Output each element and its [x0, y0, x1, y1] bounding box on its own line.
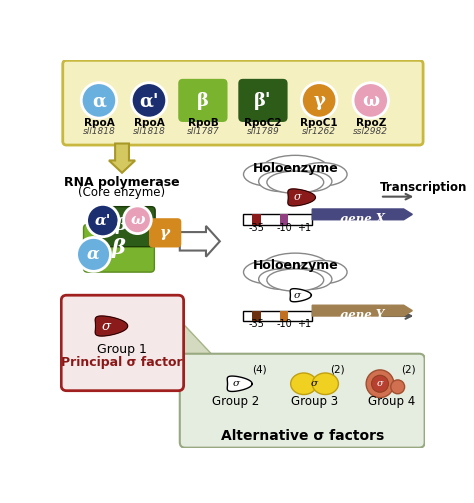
- Text: Transcription: Transcription: [380, 181, 467, 194]
- Text: ω: ω: [130, 213, 145, 227]
- Circle shape: [301, 82, 337, 118]
- Text: Holoenzyme: Holoenzyme: [253, 161, 338, 175]
- Text: Principal σ factor: Principal σ factor: [61, 356, 183, 369]
- Circle shape: [77, 237, 110, 271]
- FancyBboxPatch shape: [95, 207, 155, 246]
- Ellipse shape: [291, 373, 317, 394]
- Polygon shape: [290, 289, 311, 302]
- Circle shape: [131, 82, 167, 118]
- Text: γ: γ: [160, 226, 170, 240]
- Text: sll1787: sll1787: [186, 127, 219, 136]
- Polygon shape: [312, 209, 412, 220]
- Text: RpoC2: RpoC2: [244, 118, 282, 128]
- Text: β': β': [116, 217, 132, 233]
- Circle shape: [87, 204, 119, 237]
- FancyBboxPatch shape: [238, 79, 288, 122]
- Text: gene Y: gene Y: [340, 309, 384, 322]
- Text: α': α': [95, 213, 111, 227]
- Text: Group 1: Group 1: [97, 343, 147, 356]
- Text: sll1818: sll1818: [133, 127, 165, 136]
- Ellipse shape: [261, 253, 330, 284]
- Ellipse shape: [297, 261, 347, 284]
- Polygon shape: [227, 376, 252, 391]
- Circle shape: [366, 370, 394, 397]
- Text: RpoB: RpoB: [188, 118, 218, 128]
- Text: Alternative σ factors: Alternative σ factors: [220, 429, 384, 443]
- Ellipse shape: [259, 269, 304, 289]
- FancyArrow shape: [180, 226, 220, 257]
- Ellipse shape: [244, 162, 294, 186]
- Text: gene X: gene X: [340, 213, 385, 226]
- FancyBboxPatch shape: [83, 224, 155, 272]
- FancyBboxPatch shape: [63, 60, 423, 145]
- Polygon shape: [288, 189, 315, 206]
- Text: σ: σ: [294, 291, 301, 300]
- Ellipse shape: [297, 162, 347, 186]
- Text: RpoA: RpoA: [83, 118, 114, 128]
- Text: RpoZ: RpoZ: [356, 118, 386, 128]
- Ellipse shape: [261, 155, 330, 186]
- Circle shape: [391, 380, 405, 394]
- Text: σ: σ: [102, 319, 111, 332]
- Text: α: α: [87, 246, 100, 263]
- Text: γ: γ: [313, 92, 325, 110]
- FancyBboxPatch shape: [149, 218, 182, 247]
- Text: -35: -35: [249, 223, 264, 233]
- FancyArrow shape: [109, 143, 135, 173]
- Text: β': β': [254, 92, 272, 110]
- Text: ssl2982: ssl2982: [353, 127, 388, 136]
- Text: (4): (4): [252, 365, 266, 375]
- Text: β: β: [112, 238, 126, 258]
- Ellipse shape: [312, 373, 338, 394]
- Text: σ: σ: [377, 379, 383, 388]
- Polygon shape: [312, 305, 412, 316]
- Text: sll1818: sll1818: [82, 127, 115, 136]
- Text: σ: σ: [311, 379, 318, 388]
- Ellipse shape: [267, 269, 324, 291]
- Text: β: β: [197, 92, 209, 110]
- Text: RpoA: RpoA: [134, 118, 164, 128]
- Ellipse shape: [286, 171, 332, 192]
- Text: α': α': [139, 92, 159, 110]
- Text: RpoC1: RpoC1: [301, 118, 338, 128]
- Text: -35: -35: [249, 319, 264, 329]
- Text: (2): (2): [401, 365, 416, 375]
- Ellipse shape: [244, 261, 294, 284]
- Text: +1: +1: [298, 223, 311, 233]
- FancyBboxPatch shape: [180, 354, 425, 448]
- Ellipse shape: [259, 171, 304, 192]
- Polygon shape: [95, 316, 128, 336]
- Bar: [252, 214, 261, 225]
- Bar: [252, 311, 261, 321]
- Text: ω: ω: [362, 92, 379, 110]
- Circle shape: [81, 82, 117, 118]
- Text: sll1789: sll1789: [246, 127, 279, 136]
- Text: Holoenzyme: Holoenzyme: [253, 260, 338, 273]
- Text: RNA polymerase: RNA polymerase: [64, 176, 180, 189]
- Bar: [243, 311, 312, 321]
- Text: +1: +1: [298, 319, 311, 329]
- Text: Group 4: Group 4: [368, 395, 415, 408]
- Text: -10: -10: [277, 319, 292, 329]
- FancyBboxPatch shape: [178, 79, 228, 122]
- Text: (2): (2): [330, 365, 345, 375]
- Bar: [280, 214, 288, 225]
- Ellipse shape: [267, 171, 324, 193]
- FancyBboxPatch shape: [61, 295, 183, 391]
- Text: Group 2: Group 2: [212, 395, 260, 408]
- Bar: [243, 214, 312, 225]
- Text: -10: -10: [277, 223, 292, 233]
- Circle shape: [124, 206, 151, 233]
- Text: (Core enzyme): (Core enzyme): [79, 186, 165, 199]
- Polygon shape: [174, 314, 268, 414]
- Text: σ: σ: [232, 379, 239, 388]
- Text: Group 3: Group 3: [291, 395, 338, 408]
- Text: slr1262: slr1262: [302, 127, 336, 136]
- Bar: [280, 311, 288, 321]
- Circle shape: [353, 82, 389, 118]
- Ellipse shape: [286, 269, 332, 289]
- Text: σ: σ: [294, 193, 301, 202]
- Text: α: α: [92, 92, 106, 110]
- Circle shape: [372, 375, 389, 392]
